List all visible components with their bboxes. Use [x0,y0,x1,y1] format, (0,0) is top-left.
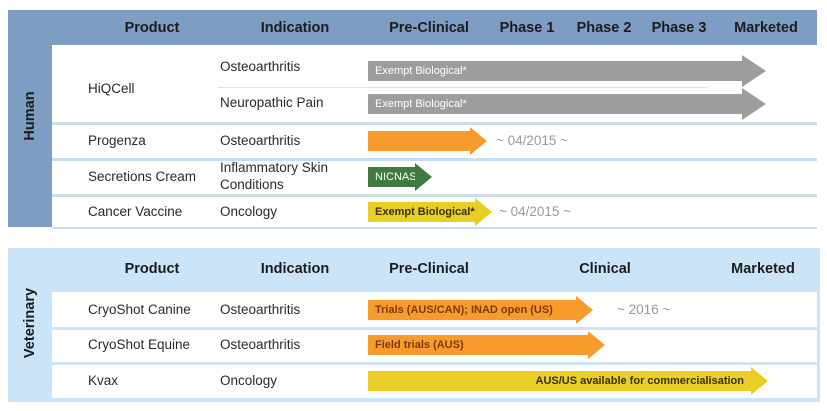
arrow-label: Exempt Biological* [375,98,467,110]
vet-column-clinical: Clinical [579,261,631,277]
arrow-body: Exempt Biological* [368,202,475,222]
product-name: Kvax [88,373,119,388]
indication: Inflammatory Skin Conditions [220,160,329,192]
arrow-label: Trials (AUS/CAN); INAD open (US) [375,304,553,316]
arrow-label: Exempt Biological* [375,206,475,218]
veterinary-section-label: Veterinary [22,287,38,359]
milestone-date: ~ 2016 ~ [617,302,671,317]
product-name: Progenza [88,133,146,148]
vet-column-product: Product [124,261,180,277]
product-name: CryoShot Canine [88,302,191,317]
human-sidebar [8,45,52,227]
arrow-tip-icon [588,331,605,359]
row-divider [52,194,817,197]
vet-column-preclinical: Pre-Clinical [389,261,469,277]
arrow-body [368,131,470,151]
pipeline-arrow-secretions: NICNAS [368,163,432,191]
arrow-body: AUS/US available for commercialisation [368,371,751,391]
human-column-phase2: Phase 2 [576,20,632,36]
arrow-tip-icon [470,127,487,155]
human-column-indication: Indication [260,20,330,36]
indication: Neuropathic Pain [220,95,324,110]
arrow-tip-icon [475,198,492,226]
arrow-tip-icon [576,296,593,324]
human-column-phase1: Phase 1 [499,20,555,36]
pipeline-arrow-cancer-vaccine: Exempt Biological* [368,198,492,226]
arrow-body: Field trials (AUS) [368,335,588,355]
vet-column-indication: Indication [260,261,330,277]
arrow-tip-icon [742,88,766,120]
indication: Oncology [220,373,278,388]
human-column-product: Product [124,20,180,36]
arrow-label: Exempt Biological* [375,65,467,77]
arrow-body: NICNAS [368,167,415,187]
pipeline-arrow-hiqcell-np: Exempt Biological* [368,88,766,120]
arrow-label: NICNAS [375,171,415,183]
pipeline-arrow-cryoshot-equine: Field trials (AUS) [368,331,605,359]
product-name: HiQCell [88,81,135,96]
arrow-tip-icon [415,163,432,191]
milestone-date: ~ 04/2015 ~ [499,204,572,219]
product-name: Secretions Cream [88,169,197,184]
product-name: Cancer Vaccine [88,204,183,219]
arrow-tip-icon [751,367,768,395]
arrow-body: Exempt Biological* [368,61,742,81]
human-column-preclinical: Pre-Clinical [389,20,469,36]
pipeline-arrow-hiqcell-oa: Exempt Biological* [368,55,766,87]
arrow-tip-icon [742,55,766,87]
indication: Osteoarthritis [220,59,301,74]
product-name: CryoShot Equine [88,337,191,352]
arrow-label: Field trials (AUS) [375,339,464,351]
indication: Osteoarthritis [220,302,301,317]
indication: Oncology [220,204,278,219]
vet-column-marketed: Marketed [731,261,795,277]
milestone-date: ~ 04/2015 ~ [496,133,569,148]
row-divider [52,122,817,125]
arrow-body: Exempt Biological* [368,94,742,114]
pipeline-arrow-cryoshot-canine: Trials (AUS/CAN); INAD open (US) [368,296,593,324]
subrow-divider [218,87,707,88]
pipeline-arrow-kvax: AUS/US available for commercialisation [368,367,768,395]
indication: Osteoarthritis [220,133,301,148]
pipeline-arrow-progenza [368,127,487,155]
human-column-phase3: Phase 3 [651,20,707,36]
arrow-body: Trials (AUS/CAN); INAD open (US) [368,300,576,320]
human-section-label: Human [22,91,38,141]
row-divider [52,227,817,229]
indication: Osteoarthritis [220,337,301,352]
human-header-band [8,10,817,45]
row-divider [52,158,817,161]
human-column-marketed: Marketed [734,20,798,36]
arrow-label: AUS/US available for commercialisation [535,375,744,387]
